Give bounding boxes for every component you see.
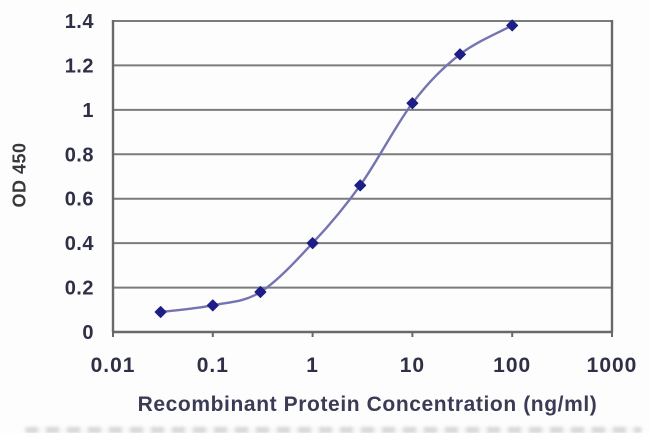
x-tick-label-10: 10 — [400, 354, 425, 377]
x-tick-label-0.01: 0.01 — [91, 354, 136, 377]
y-tick-label-0: 0 — [82, 322, 94, 344]
data-point-0.3 — [254, 286, 267, 299]
x-axis-title: Recombinant Protein Concentration (ng/ml… — [137, 393, 598, 416]
y-tick-label-1.4: 1.4 — [65, 11, 95, 33]
y-tick-label-0.6: 0.6 — [65, 189, 94, 211]
x-tick-label-1: 1 — [306, 354, 319, 377]
x-tick-label-1000: 1000 — [587, 354, 638, 377]
data-point-3 — [354, 179, 367, 192]
x-tick-label-100: 100 — [493, 354, 531, 377]
data-point-0.1 — [206, 299, 219, 312]
data-point-0.03 — [154, 306, 167, 319]
y-tick-label-1.2: 1.2 — [65, 55, 94, 77]
data-point-10 — [406, 97, 419, 110]
x-tick-label-0.1: 0.1 — [197, 354, 229, 377]
y-tick-label-1: 1 — [82, 100, 94, 122]
data-point-100 — [506, 19, 519, 32]
y-tick-label-0.2: 0.2 — [65, 278, 94, 300]
bottom-edge-artifact — [25, 427, 642, 433]
y-tick-label-0.8: 0.8 — [65, 144, 94, 166]
data-point-30 — [454, 48, 467, 61]
series-line — [159, 24, 514, 314]
y-axis-title: OD 450 — [9, 142, 30, 208]
data-point-1 — [306, 237, 319, 250]
y-tick-label-0.4: 0.4 — [65, 233, 95, 255]
